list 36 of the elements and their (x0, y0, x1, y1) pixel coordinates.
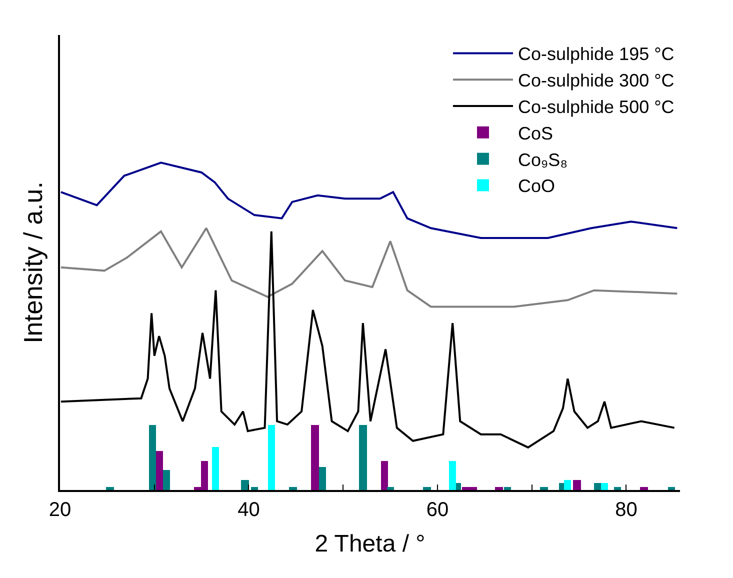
legend-label: Co₉S₈ (518, 150, 568, 170)
bar (381, 461, 388, 490)
bar (640, 487, 648, 490)
x-tick-label: 60 (426, 498, 449, 521)
bar (449, 461, 456, 490)
bar (504, 487, 511, 490)
bar (387, 487, 394, 490)
bar (289, 487, 297, 490)
bar (540, 487, 548, 490)
legend-label: Co-sulphide 500 °C (518, 97, 674, 118)
bar (601, 483, 608, 490)
bar (163, 470, 170, 490)
x-tick-label: 40 (238, 498, 260, 521)
bar (319, 467, 326, 490)
bar (614, 487, 621, 490)
bar (573, 480, 581, 490)
x-tick-label: 20 (48, 498, 72, 521)
legend-label: CoS (518, 123, 554, 144)
bar (311, 425, 319, 490)
bar (241, 480, 249, 490)
bar (149, 425, 156, 490)
y-axis-title: Intensity / a.u. (18, 182, 48, 344)
bar (495, 487, 503, 490)
bar (268, 425, 275, 490)
bar (106, 487, 114, 490)
bar (212, 447, 219, 490)
bar (359, 425, 367, 490)
x-axis-title: 2 Theta / ° (314, 530, 426, 558)
bar (668, 487, 675, 490)
legend-label: Co-sulphide 195 °C (518, 44, 674, 64)
bar (251, 487, 258, 490)
x-tick-label: 80 (615, 498, 638, 521)
legend-label: CoO (518, 176, 556, 196)
bar (564, 480, 571, 490)
legend-label: Co-sulphide 300 °C (518, 70, 674, 91)
bar (423, 487, 431, 490)
